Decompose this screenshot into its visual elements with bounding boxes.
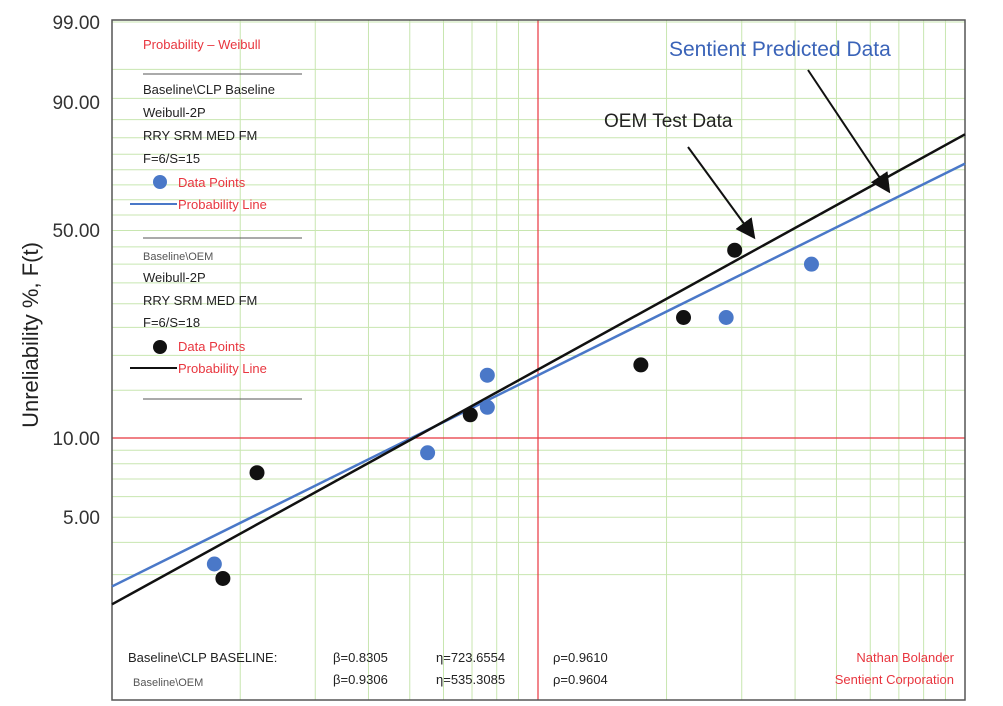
annotation-sentient-arrow [807,69,891,194]
data-point-sentient [718,309,734,325]
data-point-oem [462,407,478,423]
data-point-oem [215,570,231,586]
y-tick-label: 50.00 [52,221,100,242]
legend-block1-fs: F=6/S=15 [143,151,200,166]
data-point-oem [676,309,692,325]
y-tick-label: 10.00 [52,429,100,450]
data-point-sentient [420,445,436,461]
annotation-sentient: Sentient Predicted Data [669,38,891,61]
legend-block1-model: Weibull-2P [143,105,206,120]
y-axis-label: Unreliability %, F(t) [18,242,43,428]
data-point-sentient [479,399,495,415]
credit-org: Sentient Corporation [835,672,954,687]
data-point-oem [727,242,743,258]
credit: Nathan Bolander Sentient Corporation [835,650,955,687]
legend-block2-line: Probability Line [178,361,267,376]
stats-beta: β=0.9306 [333,672,388,687]
legend-block1-line: Probability Line [178,197,267,212]
stats-label: Baseline\CLP BASELINE: [128,650,277,665]
legend-block1-label: Baseline\CLP Baseline [143,82,275,97]
probability-line-sentient [111,162,966,588]
stats-rho: ρ=0.9610 [553,650,608,665]
y-tick-label: 90.00 [52,93,100,114]
stats-eta: η=535.3085 [436,672,505,687]
legend-block2-fs: F=6/S=18 [143,315,200,330]
data-point-sentient [803,256,819,272]
legend-block2-model: Weibull-2P [143,270,206,285]
legend: Probability – Weibull Baseline\CLP Basel… [130,37,302,400]
legend-title: Probability – Weibull [143,37,261,52]
stats-eta: η=723.6554 [436,650,505,665]
annotation-oem: OEM Test Data [604,111,733,132]
y-tick-label: 99.00 [52,13,100,34]
legend-blue-marker [153,175,167,189]
data-point-oem [249,465,265,481]
legend-black-marker [153,340,167,354]
legend-block2-label: Baseline\OEM [143,251,213,263]
legend-block2-points: Data Points [178,339,246,354]
credit-name: Nathan Bolander [856,650,954,665]
probability-line-oem [111,133,966,606]
data-point-sentient [479,367,495,383]
legend-block1-method: RRY SRM MED FM [143,128,257,143]
stats-rho: ρ=0.9604 [553,672,608,687]
plot-border [111,19,966,701]
stats-beta: β=0.8305 [333,650,388,665]
y-tick-label: 5.00 [63,508,100,529]
data-point-sentient [206,556,222,572]
data-point-oem [633,357,649,373]
reference-lines [112,20,965,700]
data-points [206,242,819,586]
annotation-oem-arrow [687,146,756,240]
fit-statistics: Baseline\CLP BASELINE: β=0.8305 η=723.65… [128,650,608,689]
legend-block1-points: Data Points [178,175,246,190]
probability-lines [111,133,966,606]
legend-block2-method: RRY SRM MED FM [143,293,257,308]
stats-label: Baseline\OEM [133,677,203,689]
